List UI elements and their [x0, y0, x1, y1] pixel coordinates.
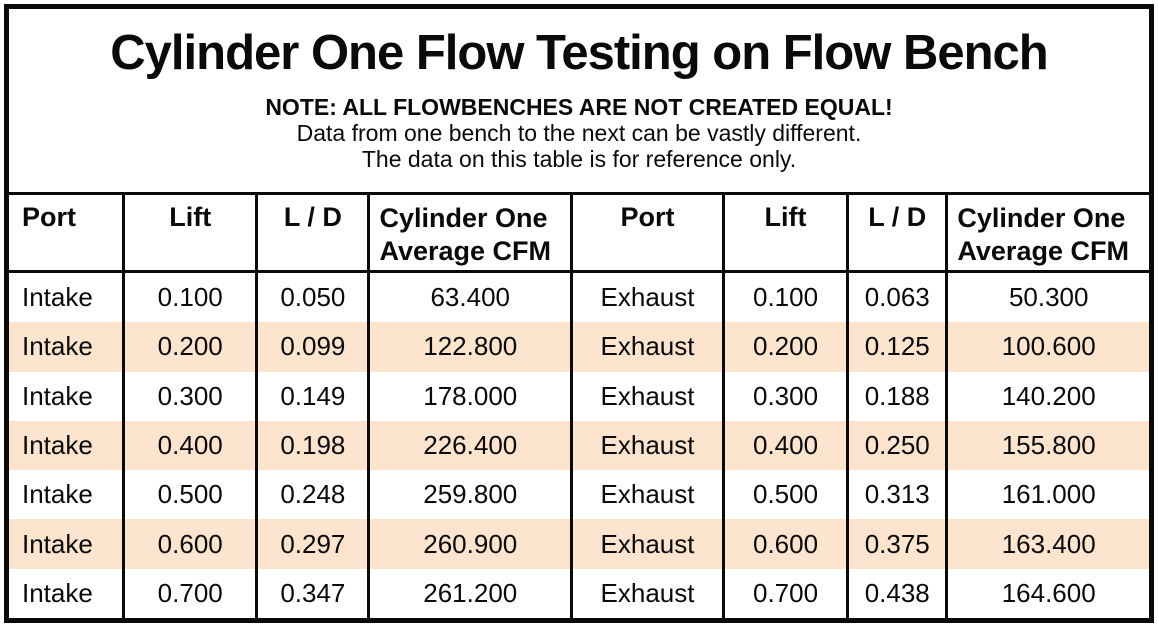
- ld-cell: 0.438: [849, 568, 949, 618]
- lift-cell: 0.600: [725, 519, 850, 569]
- cfm-cell: 259.800: [370, 470, 574, 520]
- ld-cell: 0.347: [258, 568, 371, 618]
- lift-cell: 0.500: [725, 470, 850, 520]
- table-row: Intake 0.600 0.297 260.900 Exhaust 0.600…: [9, 519, 1149, 569]
- lift-cell: 0.700: [725, 568, 850, 618]
- ld-cell: 0.188: [849, 371, 949, 421]
- ld-cell: 0.297: [258, 519, 371, 569]
- cfm-cell: 63.400: [370, 273, 574, 323]
- cfm-cell: 155.800: [1001, 429, 1096, 460]
- note-line-3: The data on this table is for reference …: [361, 146, 797, 172]
- cfm-header: Cylinder One Average CFM: [948, 195, 1149, 270]
- page-title: Cylinder One Flow Testing on Flow Bench: [110, 26, 1048, 80]
- cfm-header-line: Cylinder One: [957, 203, 1126, 233]
- table-header-row: Port Lift L / D Cylinder One Average CFM…: [9, 195, 1149, 273]
- note-line-1: NOTE: ALL FLOWBENCHES ARE NOT CREATED EQ…: [265, 94, 893, 120]
- ld-cell: 0.050: [258, 273, 371, 323]
- port-header: Port: [9, 195, 126, 270]
- table-row: Intake 0.400 0.198 226.400 Exhaust 0.400…: [9, 420, 1149, 471]
- lift-cell: 0.700: [125, 568, 259, 618]
- port-cell: Intake: [9, 519, 126, 569]
- port-cell: Intake: [9, 371, 126, 421]
- note-line-2: Data from one bench to the next can be v…: [296, 120, 862, 146]
- lift-header: Lift: [125, 195, 259, 270]
- ld-header: L / D: [258, 195, 371, 270]
- ld-cell: 0.125: [849, 322, 949, 372]
- port-cell: Exhaust: [573, 470, 725, 520]
- cfm-cell: 100.600: [1001, 331, 1096, 362]
- ld-cell: 0.375: [849, 519, 949, 569]
- port-cell: Intake: [9, 470, 126, 520]
- port-cell: Exhaust: [573, 420, 725, 471]
- cfm-cell: 122.800: [370, 322, 574, 372]
- port-cell: Exhaust: [573, 273, 725, 323]
- table-row: Intake 0.500 0.248 259.800 Exhaust 0.500…: [9, 470, 1149, 520]
- port-cell: Intake: [9, 273, 126, 323]
- lift-cell: 0.300: [125, 371, 259, 421]
- lift-cell: 0.100: [725, 273, 850, 323]
- cfm-cell: 50.300: [1008, 282, 1089, 313]
- lift-cell: 0.300: [725, 371, 850, 421]
- port-cell: Exhaust: [573, 519, 725, 569]
- lift-cell: 0.200: [725, 322, 850, 372]
- flow-test-figure: Cylinder One Flow Testing on Flow Bench …: [4, 4, 1154, 623]
- port-cell: Intake: [9, 420, 126, 471]
- ld-cell: 0.250: [849, 420, 949, 471]
- table-row: Intake 0.700 0.347 261.200 Exhaust 0.700…: [9, 568, 1149, 618]
- lift-cell: 0.100: [125, 273, 259, 323]
- cfm-header-line: Cylinder One: [379, 203, 548, 233]
- table-row: Intake 0.200 0.099 122.800 Exhaust 0.200…: [9, 322, 1149, 372]
- cfm-header-line: Average CFM: [379, 236, 551, 266]
- ld-cell: 0.149: [258, 371, 371, 421]
- title-block: Cylinder One Flow Testing on Flow Bench …: [9, 9, 1149, 192]
- lift-header: Lift: [725, 195, 850, 270]
- cfm-cell: 164.600: [1001, 577, 1096, 608]
- cfm-cell: 178.000: [370, 371, 574, 421]
- cfm-cell: 163.400: [1001, 528, 1096, 559]
- cfm-cell: 161.000: [1001, 479, 1096, 510]
- port-cell: Exhaust: [573, 371, 725, 421]
- port-cell: Intake: [9, 568, 126, 618]
- table-row: Intake 0.300 0.149 178.000 Exhaust 0.300…: [9, 371, 1149, 421]
- flow-data-table: Port Lift L / D Cylinder One Average CFM…: [9, 192, 1149, 618]
- port-cell: Exhaust: [573, 322, 725, 372]
- table-row: Intake 0.100 0.050 63.400 Exhaust 0.100 …: [9, 273, 1149, 323]
- port-cell: Exhaust: [573, 568, 725, 618]
- cfm-header-line: Average CFM: [957, 236, 1129, 266]
- lift-cell: 0.400: [125, 420, 259, 471]
- cfm-cell: 260.900: [370, 519, 574, 569]
- port-cell: Intake: [9, 322, 126, 372]
- cfm-cell: 140.200: [1001, 380, 1096, 411]
- ld-cell: 0.063: [849, 273, 949, 323]
- ld-cell: 0.313: [849, 470, 949, 520]
- lift-cell: 0.600: [125, 519, 259, 569]
- ld-cell: 0.099: [258, 322, 371, 372]
- lift-cell: 0.200: [125, 322, 259, 372]
- lift-cell: 0.500: [125, 470, 259, 520]
- ld-cell: 0.248: [258, 470, 371, 520]
- ld-cell: 0.198: [258, 420, 371, 471]
- port-header: Port: [573, 195, 725, 270]
- cfm-header: Cylinder One Average CFM: [370, 195, 574, 270]
- cfm-cell: 261.200: [370, 568, 574, 618]
- ld-header: L / D: [849, 195, 949, 270]
- cfm-cell: 226.400: [370, 420, 574, 471]
- lift-cell: 0.400: [725, 420, 850, 471]
